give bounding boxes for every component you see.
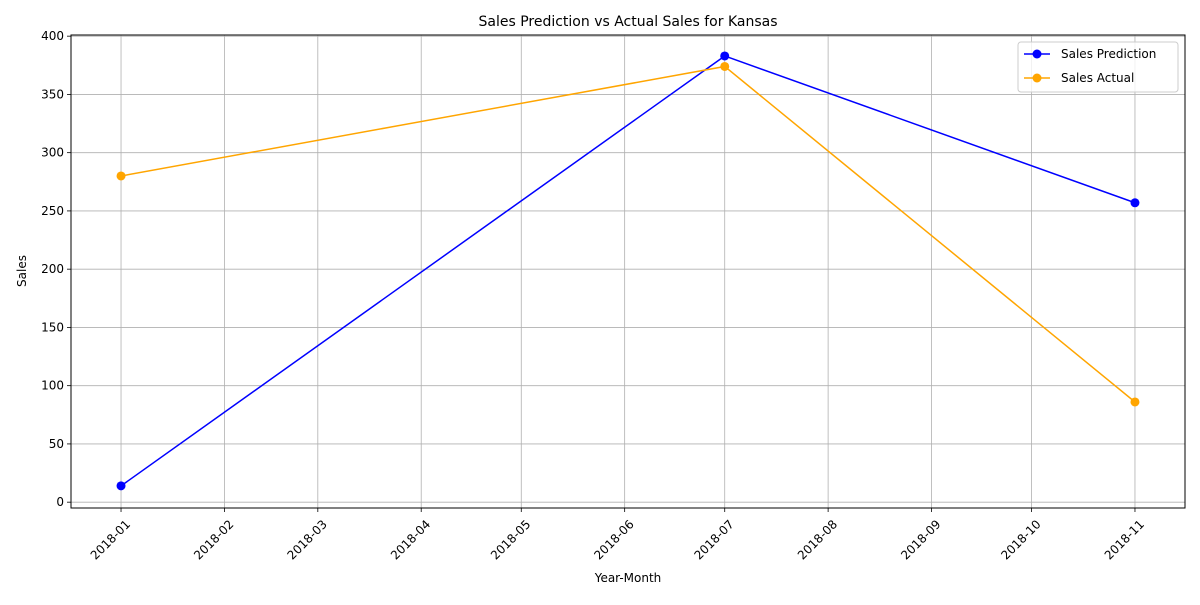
y-tick-label: 150 — [41, 320, 64, 334]
data-point-sales-actual — [1130, 397, 1140, 407]
data-point-sales-prediction — [1130, 198, 1140, 208]
y-tick-label: 200 — [41, 262, 64, 276]
legend-label-prediction: Sales Prediction — [1061, 47, 1156, 61]
legend-marker-actual — [1032, 73, 1042, 83]
data-point-sales-actual — [116, 171, 126, 181]
chart-title: Sales Prediction vs Actual Sales for Kan… — [478, 14, 777, 30]
y-axis-label: Sales — [15, 255, 29, 287]
legend: Sales Prediction Sales Actual — [1017, 41, 1179, 93]
y-tick-label: 50 — [49, 437, 64, 451]
y-tick-label: 300 — [41, 146, 64, 160]
grid — [71, 35, 1185, 508]
plot-frame — [70, 34, 1186, 509]
y-tick-label: 0 — [56, 495, 64, 509]
data-point-sales-actual — [720, 61, 730, 71]
legend-marker-prediction — [1032, 49, 1042, 59]
y-tick-label: 350 — [41, 87, 64, 101]
x-axis-label: Year-Month — [594, 571, 662, 585]
legend-label-actual: Sales Actual — [1061, 71, 1134, 85]
legend-box — [1017, 41, 1179, 93]
data-point-sales-prediction — [720, 51, 730, 61]
y-tick-label: 400 — [41, 29, 64, 43]
data-point-sales-prediction — [116, 481, 126, 491]
series-layer — [116, 51, 1140, 491]
y-tick-label: 250 — [41, 204, 64, 218]
y-tick-label: 100 — [41, 379, 64, 393]
